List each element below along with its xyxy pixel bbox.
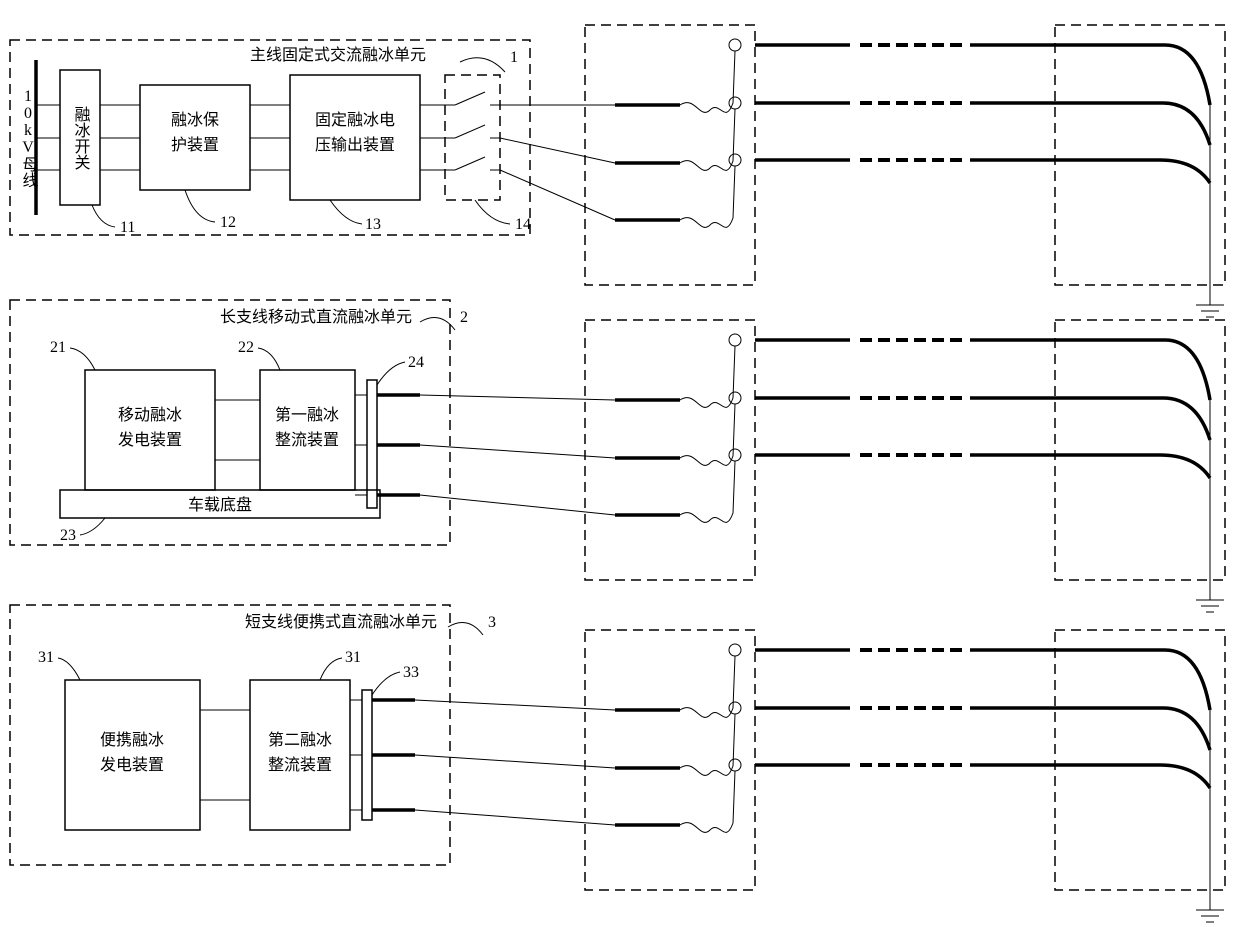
svg-text:压输出装置: 压输出装置	[315, 136, 395, 154]
svg-text:发电装置: 发电装置	[118, 431, 182, 449]
svg-text:整流装置: 整流装置	[268, 756, 332, 774]
c31b: 31	[345, 649, 361, 666]
unit2-title: 长支线移动式直流融冰单元	[220, 308, 412, 326]
unit2: 长支线移动式直流融冰单元 2 移动融冰 发电装置 移动融冰发电装置 第一融冰 整…	[0, 0, 468, 545]
unit1-callout: 1	[510, 49, 518, 66]
svg-text:移动融冰: 移动融冰	[118, 406, 182, 424]
c12: 12	[220, 214, 236, 231]
c11: 11	[120, 219, 135, 236]
svg-text:发电装置: 发电装置	[100, 756, 164, 774]
svg-text:整流装置: 整流装置	[275, 431, 339, 449]
svg-text:融冰保: 融冰保	[171, 111, 219, 129]
unit3-title: 短支线便携式直流融冰单元	[245, 613, 437, 631]
c14: 14	[515, 216, 531, 233]
unit3-callout: 3	[488, 614, 496, 631]
tx-row2	[377, 320, 1225, 612]
svg-text:固定融冰电: 固定融冰电	[315, 111, 395, 129]
unit1-title: 主线固定式交流融冰单元	[250, 46, 426, 64]
chassis: 车载底盘	[188, 495, 252, 514]
svg-text:第二融冰: 第二融冰	[268, 731, 332, 749]
svg-text:护装置: 护装置	[171, 136, 219, 154]
bus-label: 10kV母线	[20, 88, 39, 188]
diagram-svg: 主线固定式交流融冰单元 1 10kV母线 融冰开关 融冰保 护装置 融冰保护装置…	[0, 0, 1240, 927]
svg-text:第一融冰: 第一融冰	[275, 406, 339, 424]
c22: 22	[238, 339, 254, 356]
unit1: 主线固定式交流融冰单元 1 10kV母线 融冰开关 融冰保 护装置 融冰保护装置…	[0, 0, 531, 236]
knife-switch	[420, 92, 500, 170]
svg-text:便携融冰: 便携融冰	[100, 731, 164, 749]
c23: 23	[60, 527, 76, 544]
c31a: 31	[38, 649, 54, 666]
c21: 21	[50, 339, 66, 356]
switch-label: 融冰开关	[72, 106, 91, 170]
tx-row1	[500, 25, 1225, 317]
unit2-callout: 2	[460, 309, 468, 326]
tx-row3	[372, 630, 1225, 922]
c33: 33	[403, 664, 419, 681]
c24: 24	[408, 354, 424, 371]
c13: 13	[365, 216, 381, 233]
